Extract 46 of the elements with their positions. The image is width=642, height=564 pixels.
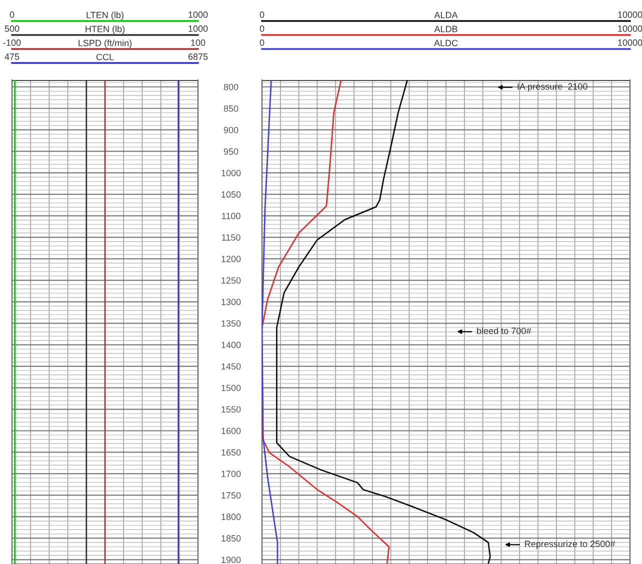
x-tick-label: 1000 (188, 25, 208, 32)
text: ALDA (434, 12, 458, 18)
y-tick-label: 1400 (222, 342, 241, 348)
y-tick-label: 1300 (222, 298, 241, 306)
text: ALDC (434, 40, 458, 46)
y-tick-label: 1900 (222, 556, 241, 564)
y-tick-label: 1750 (222, 492, 241, 499)
y-tick-label: 900 (224, 126, 238, 134)
x-tick-label: 500 (4, 25, 20, 32)
y-tick-label: 950 (224, 148, 238, 155)
x-tick-label: 0 (260, 11, 264, 18)
x-tick-label: 10000 (618, 25, 642, 32)
y-tick-label: 1850 (222, 535, 241, 542)
x-tick-label: 475 (4, 54, 20, 60)
x-tick-label: -100 (3, 39, 21, 46)
y-tick-label: 850 (224, 105, 238, 112)
text: LSPD (ft/min) (78, 40, 132, 48)
y-tick-label: 1100 (222, 212, 240, 220)
y-tick-label: 1450 (222, 363, 241, 370)
x-tick-label: 0 (260, 25, 264, 32)
y-tick-label: 1050 (222, 191, 241, 198)
y-tick-label: 1150 (222, 234, 240, 241)
x-tick-label: 1000 (188, 11, 208, 18)
y-tick-label: 1500 (222, 384, 241, 392)
x-tick-label: 100 (191, 39, 206, 46)
y-tick-label: 1350 (222, 320, 241, 327)
annotation: Repressurize to 2500# (525, 540, 616, 549)
y-tick-label: 1650 (222, 449, 241, 456)
y-tick-label: 1250 (222, 277, 241, 284)
y-tick-label: 1600 (222, 428, 241, 434)
y-tick-label: 1700 (222, 470, 241, 478)
y-tick-label: 1800 (222, 514, 241, 520)
y-tick-label: 1200 (222, 256, 241, 262)
x-tick-label: 6875 (188, 53, 208, 60)
text: LTEN (lb) (86, 12, 124, 20)
text: CCL (96, 54, 114, 60)
x-tick-label: 10000 (618, 39, 642, 46)
x-tick-label: 0 (10, 11, 14, 18)
x-tick-label: 0 (260, 39, 264, 46)
text: HTEN (lb) (86, 26, 124, 34)
x-tick-label: 10000 (618, 11, 642, 18)
y-tick-label: 800 (224, 84, 238, 90)
annotation: bleed to 700# (477, 327, 532, 334)
y-tick-label: 1000 (222, 170, 241, 176)
text: ALDB (434, 26, 458, 32)
y-tick-label: 1550 (222, 406, 241, 413)
